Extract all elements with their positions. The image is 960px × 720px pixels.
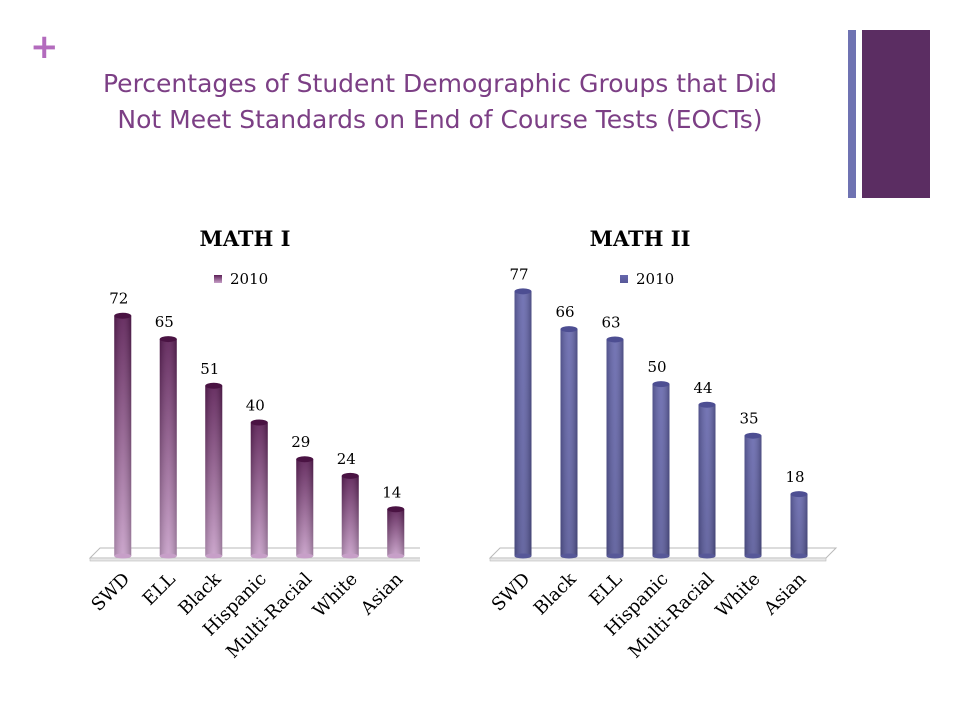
x-tick-label: Black xyxy=(530,568,581,619)
decorative-stripe-thick xyxy=(862,30,930,198)
plus-icon: + xyxy=(30,27,59,67)
legend-label: 2010 xyxy=(636,270,674,288)
bar xyxy=(698,401,716,559)
bar xyxy=(296,456,314,559)
bar xyxy=(250,419,268,559)
data-label: 63 xyxy=(601,313,620,331)
x-tick-label: White xyxy=(712,569,765,622)
data-label: 65 xyxy=(155,313,174,331)
data-label: 29 xyxy=(291,433,310,451)
x-tick-label: ELL xyxy=(585,569,626,610)
bar xyxy=(606,336,624,559)
slide-title: Percentages of Student Demographic Group… xyxy=(103,69,777,134)
x-tick-label: Asian xyxy=(356,568,407,619)
x-tick-label: Asian xyxy=(759,568,810,619)
data-label: 51 xyxy=(200,360,219,378)
bar xyxy=(114,312,132,559)
bar xyxy=(341,472,359,559)
x-tick-label: SWD xyxy=(488,569,535,616)
data-label: 40 xyxy=(246,397,265,415)
chart-title: MATH II xyxy=(590,226,691,251)
data-label: 14 xyxy=(382,483,401,501)
bar xyxy=(205,382,223,559)
x-tick-label: SWD xyxy=(87,569,134,616)
bar xyxy=(744,432,762,559)
data-label: 18 xyxy=(785,468,804,486)
data-label: 44 xyxy=(693,379,712,397)
data-label: 50 xyxy=(647,358,666,376)
data-label: 35 xyxy=(739,410,758,428)
bar xyxy=(790,491,808,559)
data-label: 24 xyxy=(337,450,356,468)
legend-swatch xyxy=(620,275,628,283)
data-label: 66 xyxy=(555,303,574,321)
data-label: 77 xyxy=(509,265,528,283)
chart-title: MATH I xyxy=(200,226,291,251)
bar xyxy=(387,506,405,559)
decorative-stripe-thin xyxy=(848,30,856,198)
legend-swatch xyxy=(214,275,222,283)
x-tick-label: White xyxy=(309,569,362,622)
bar xyxy=(652,381,670,559)
bar xyxy=(560,326,578,559)
legend-label: 2010 xyxy=(230,270,268,288)
data-label: 72 xyxy=(109,290,128,308)
x-tick-label: ELL xyxy=(139,569,180,610)
bar xyxy=(159,336,177,559)
bar xyxy=(514,288,532,559)
